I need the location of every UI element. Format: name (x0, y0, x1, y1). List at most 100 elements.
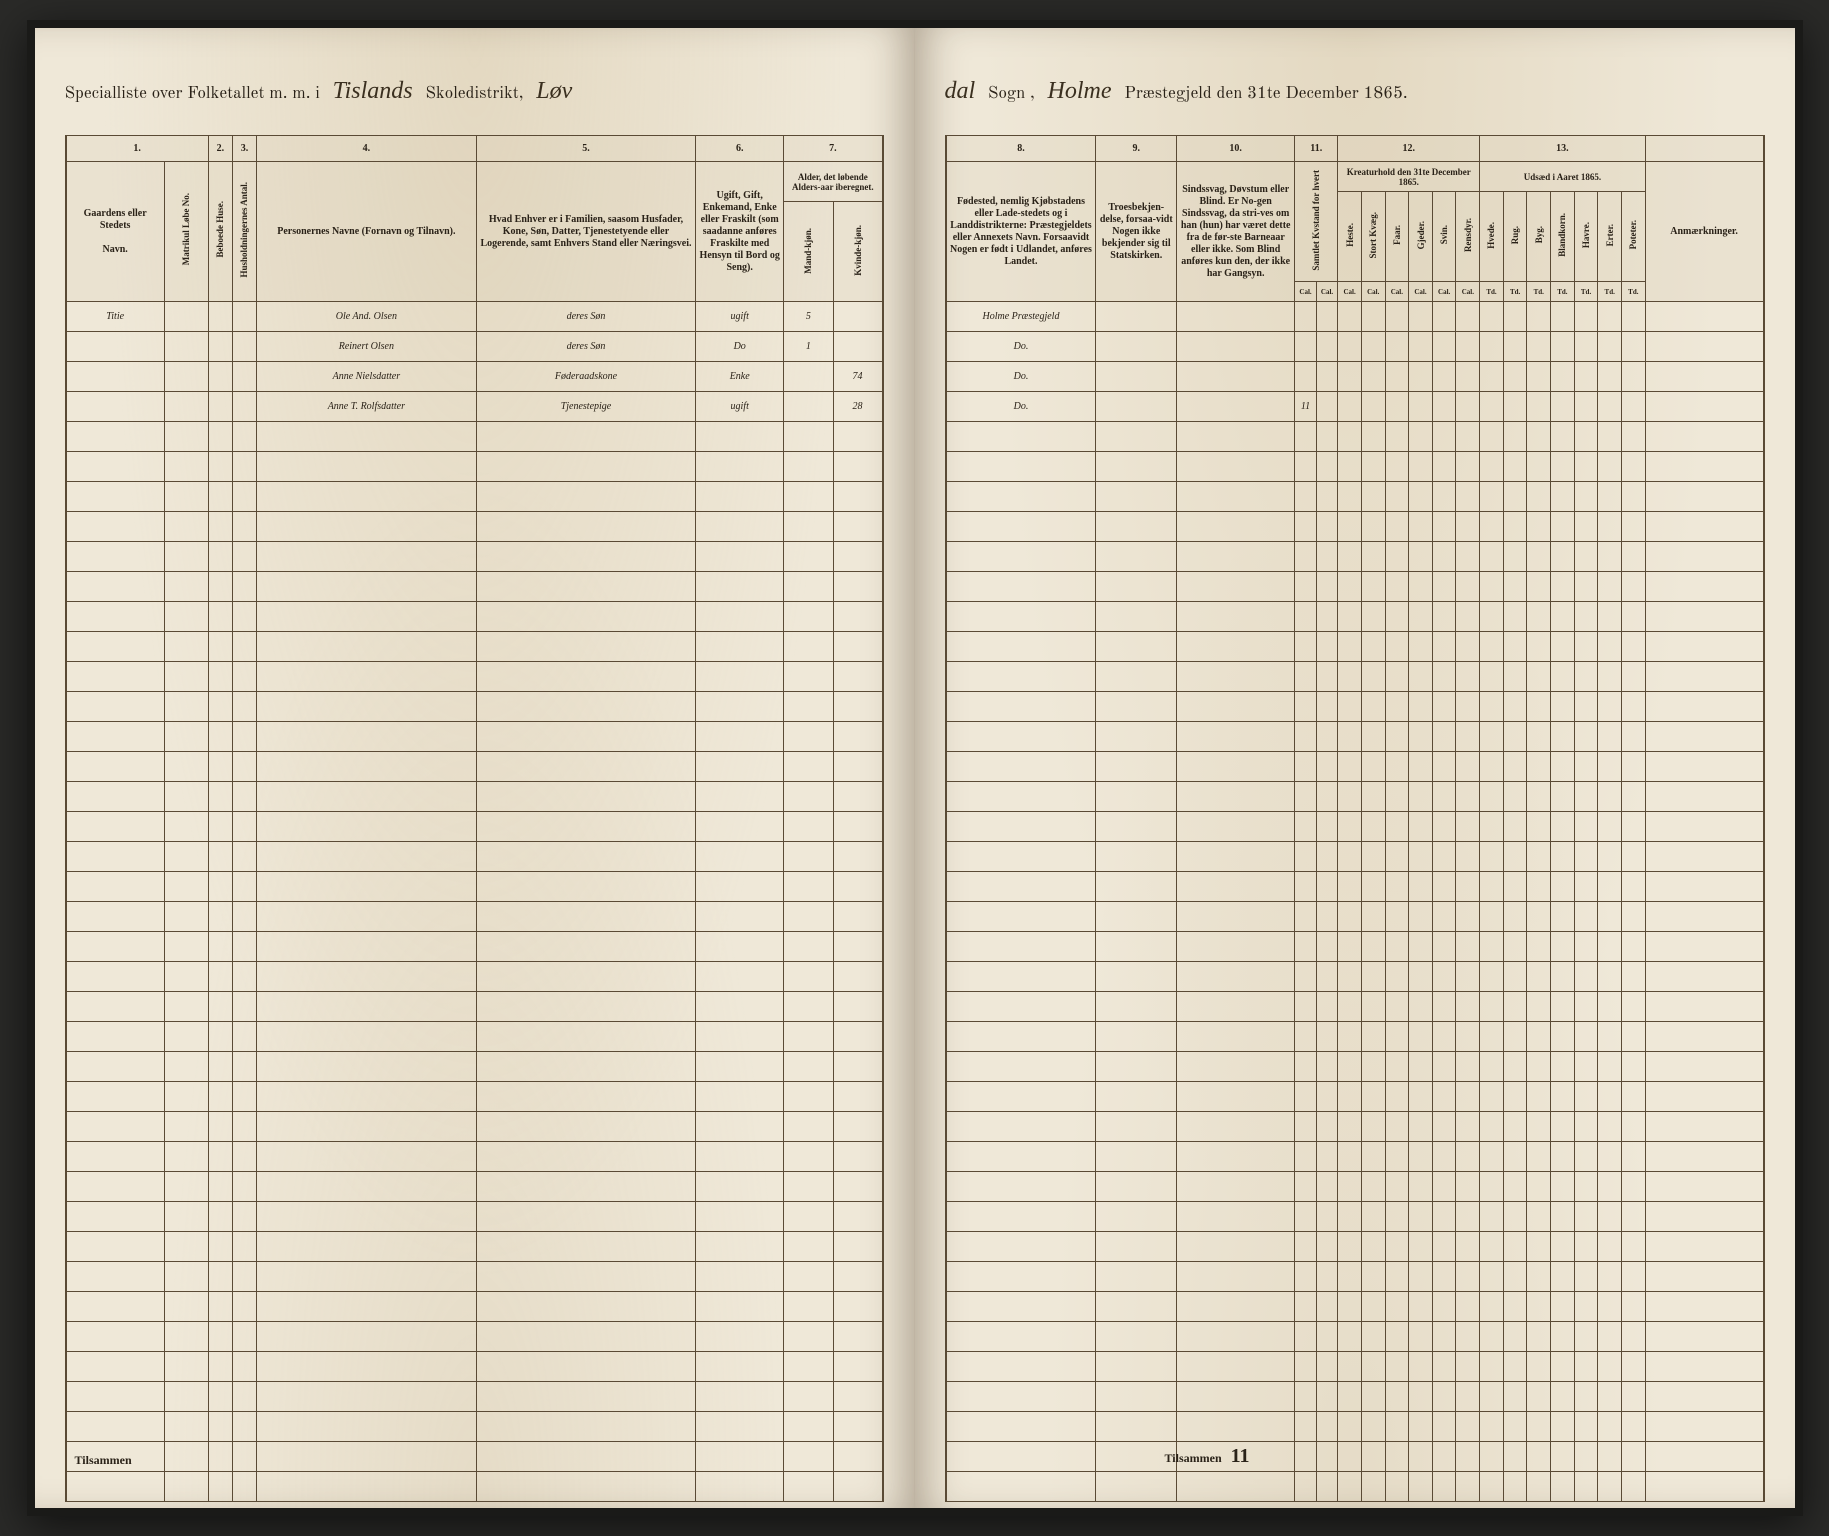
head-alder: Alder, det løbende Alders-aar iberegnet. (784, 162, 883, 202)
table-row (946, 542, 1764, 572)
table-row (66, 1322, 883, 1352)
table-row (946, 722, 1764, 752)
table-row (66, 632, 883, 662)
ledger-body-left: TitieOle And. Olsenderes Sønugift5Reiner… (66, 302, 883, 1502)
livestock-head: Svin. (1432, 192, 1456, 282)
table-row (946, 992, 1764, 1022)
table-row: TitieOle And. Olsenderes Sønugift5 (66, 302, 883, 332)
table-row: Reinert Olsenderes SønDo1 (66, 332, 883, 362)
ledger-table-left: 1. 2. 3. 4. 5. 6. 7. Gaardens eller Sted… (65, 135, 884, 1502)
footer-total: 11 (1231, 1445, 1250, 1467)
ledger-body-right: Holme PræstegjeldDo.Do.Do.11 (946, 302, 1764, 1502)
table-row (946, 1082, 1764, 1112)
head-c11: Samtlet Kvstand for hvert (1295, 162, 1338, 282)
table-row: Do.11 (946, 392, 1764, 422)
head-huse: Beboede Huse. (208, 162, 232, 302)
table-row (66, 602, 883, 632)
table-row (946, 662, 1764, 692)
table-row (66, 1292, 883, 1322)
col-11: 11. (1295, 136, 1338, 162)
table-row: Do. (946, 332, 1764, 362)
table-row (946, 1172, 1764, 1202)
table-row (946, 452, 1764, 482)
parish-right-frag: dal (945, 78, 976, 104)
head-troes: Troesbekjen-delse, forsaa-vidt Nogen ikk… (1096, 162, 1177, 302)
left-page: Specialliste over Folketallet m. m. i Ti… (35, 28, 915, 1508)
table-row (946, 422, 1764, 452)
table-row (66, 692, 883, 722)
table-row (946, 1112, 1764, 1142)
prestegjeld-name: Holme (1048, 78, 1112, 104)
livestock-head: Stort Kvæg. (1361, 192, 1385, 282)
livestock-head: Heste. (1338, 192, 1362, 282)
col-8: 8. (946, 136, 1096, 162)
crop-head: Byg. (1527, 192, 1551, 282)
table-row: Anne NielsdatterFøderaadskoneEnke74 (66, 362, 883, 392)
head-fodested: Fødested, nemlig Kjøbstadens eller Lade-… (946, 162, 1096, 302)
table-row (946, 782, 1764, 812)
table-row (66, 1442, 883, 1472)
table-row (66, 812, 883, 842)
table-row (66, 992, 883, 1022)
col-2: 2. (208, 136, 232, 162)
table-row (66, 1052, 883, 1082)
col-13: 13. (1480, 136, 1645, 162)
table-row (946, 692, 1764, 722)
col-anm (1645, 136, 1763, 162)
table-row (66, 452, 883, 482)
table-row (66, 902, 883, 932)
table-row (946, 1022, 1764, 1052)
crop-head: Havre. (1574, 192, 1598, 282)
crop-head: Blandkorn. (1551, 192, 1575, 282)
right-page: dal Sogn , Holme Præstegjeld den 31te De… (915, 28, 1795, 1508)
table-row (66, 872, 883, 902)
table-row (946, 1052, 1764, 1082)
head-navn: Personernes Navne (Fornavn og Tilnavn). (257, 162, 477, 302)
head-matrikul: Matrikul Løbe No. (164, 162, 208, 302)
col-7: 7. (784, 136, 883, 162)
crop-head: Erter. (1598, 192, 1622, 282)
head-kvinde: Kvinde-kjøn. (833, 202, 882, 302)
table-row (946, 842, 1764, 872)
header-suffix: Præstegjeld den 31te December 1865. (1124, 86, 1407, 103)
table-row (66, 542, 883, 572)
table-row (946, 512, 1764, 542)
table-row (66, 1202, 883, 1232)
table-row: Anne T. RolfsdatterTjenestepigeugift28 (66, 392, 883, 422)
table-row (66, 1382, 883, 1412)
table-row (946, 1472, 1764, 1502)
table-row (66, 482, 883, 512)
table-row (946, 902, 1764, 932)
col-9: 9. (1096, 136, 1177, 162)
table-row (946, 962, 1764, 992)
label-district: Skoledistrikt, (425, 86, 523, 103)
table-row (946, 1352, 1764, 1382)
col-1: 1. (66, 136, 209, 162)
crop-head: Poteter. (1622, 192, 1646, 282)
head-mand: Mand-kjøn. (784, 202, 833, 302)
table-row (66, 1262, 883, 1292)
head-sinds: Sindssvag, Døvstum eller Blind. Er No-ge… (1177, 162, 1295, 302)
table-row (946, 572, 1764, 602)
table-row (946, 1442, 1764, 1472)
col-10: 10. (1177, 136, 1295, 162)
head-hushold: Husholdningernes Antal. (232, 162, 256, 302)
table-row (946, 1292, 1764, 1322)
table-row (946, 932, 1764, 962)
table-row (946, 602, 1764, 632)
table-row: Do. (946, 362, 1764, 392)
table-row (66, 782, 883, 812)
header-left: Specialliste over Folketallet m. m. i Ti… (65, 78, 884, 105)
col-12: 12. (1338, 136, 1480, 162)
table-row (66, 842, 883, 872)
table-row (946, 1202, 1764, 1232)
table-row (946, 632, 1764, 662)
table-row (66, 722, 883, 752)
table-row (946, 1262, 1764, 1292)
crop-head: Hvede. (1480, 192, 1504, 282)
census-ledger-book: Specialliste over Folketallet m. m. i Ti… (27, 20, 1803, 1516)
table-row (66, 1142, 883, 1172)
table-row (66, 752, 883, 782)
table-row (66, 512, 883, 542)
col-4: 4. (257, 136, 477, 162)
